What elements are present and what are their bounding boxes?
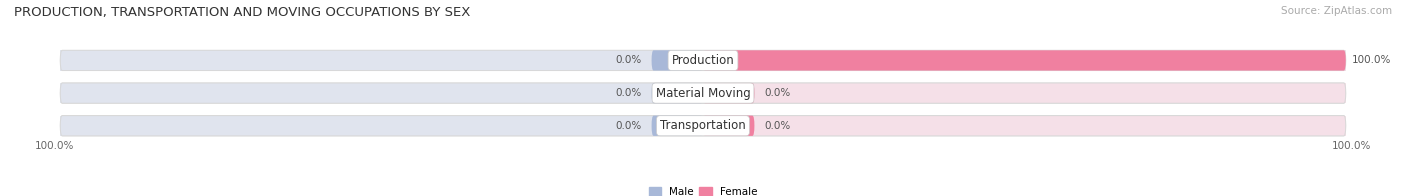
Text: 0.0%: 0.0%: [763, 88, 790, 98]
FancyBboxPatch shape: [703, 116, 755, 136]
FancyBboxPatch shape: [651, 83, 703, 103]
FancyBboxPatch shape: [60, 83, 1346, 103]
Legend: Male, Female: Male, Female: [644, 183, 762, 196]
Text: 0.0%: 0.0%: [616, 55, 643, 65]
FancyBboxPatch shape: [703, 83, 755, 103]
Text: Production: Production: [672, 54, 734, 67]
Bar: [703, 83, 1346, 103]
Text: 0.0%: 0.0%: [763, 121, 790, 131]
Bar: [60, 116, 703, 136]
Bar: [60, 50, 703, 71]
Text: Source: ZipAtlas.com: Source: ZipAtlas.com: [1281, 6, 1392, 16]
Bar: [703, 50, 1346, 71]
Text: 100.0%: 100.0%: [35, 141, 75, 151]
Text: Material Moving: Material Moving: [655, 87, 751, 100]
Text: 0.0%: 0.0%: [616, 88, 643, 98]
FancyBboxPatch shape: [651, 50, 703, 71]
Bar: [703, 116, 1346, 136]
Bar: [60, 83, 703, 103]
Text: 0.0%: 0.0%: [616, 121, 643, 131]
Text: 100.0%: 100.0%: [1331, 141, 1371, 151]
FancyBboxPatch shape: [651, 116, 703, 136]
Text: 100.0%: 100.0%: [1353, 55, 1392, 65]
FancyBboxPatch shape: [60, 50, 1346, 71]
Text: PRODUCTION, TRANSPORTATION AND MOVING OCCUPATIONS BY SEX: PRODUCTION, TRANSPORTATION AND MOVING OC…: [14, 6, 471, 19]
FancyBboxPatch shape: [703, 50, 1346, 71]
FancyBboxPatch shape: [60, 116, 1346, 136]
Text: Transportation: Transportation: [661, 119, 745, 132]
